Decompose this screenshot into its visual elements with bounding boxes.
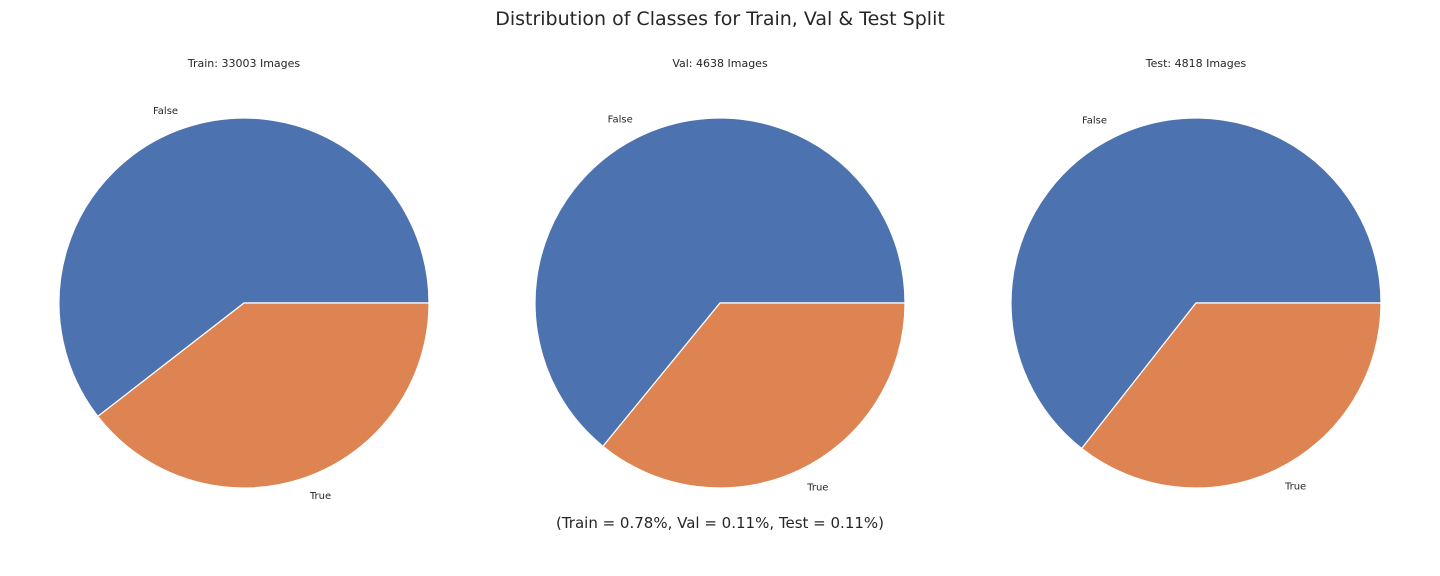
pie-title-1: Train: 33003 Images <box>187 57 301 70</box>
pie-label-false: False <box>153 106 178 117</box>
pie-slice-true <box>97 302 430 489</box>
pie-slice-true <box>602 302 906 489</box>
pie-slice-true <box>1081 302 1382 489</box>
pie-label-true: True <box>1284 482 1306 493</box>
pie-chart-1: Train: 33003 Images False True <box>58 57 430 502</box>
pie-chart-3: Test: 4818 Images False True <box>1010 57 1382 493</box>
pie-label-true: True <box>806 482 828 493</box>
pie-slice-false <box>58 117 430 417</box>
pie-title-2: Val: 4638 Images <box>672 57 768 70</box>
figure-title: Distribution of Classes for Train, Val &… <box>495 8 945 30</box>
pie-label-false: False <box>608 115 633 126</box>
pie-label-false: False <box>1082 115 1107 126</box>
pie-title-3: Test: 4818 Images <box>1145 57 1247 70</box>
pie-chart-2: Val: 4638 Images False True <box>534 57 906 493</box>
pie-label-true: True <box>309 491 331 502</box>
pie-slice-false <box>534 117 906 447</box>
figure-footnote: (Train = 0.78%, Val = 0.11%, Test = 0.11… <box>555 514 885 532</box>
pie-slice-false <box>1010 117 1382 450</box>
